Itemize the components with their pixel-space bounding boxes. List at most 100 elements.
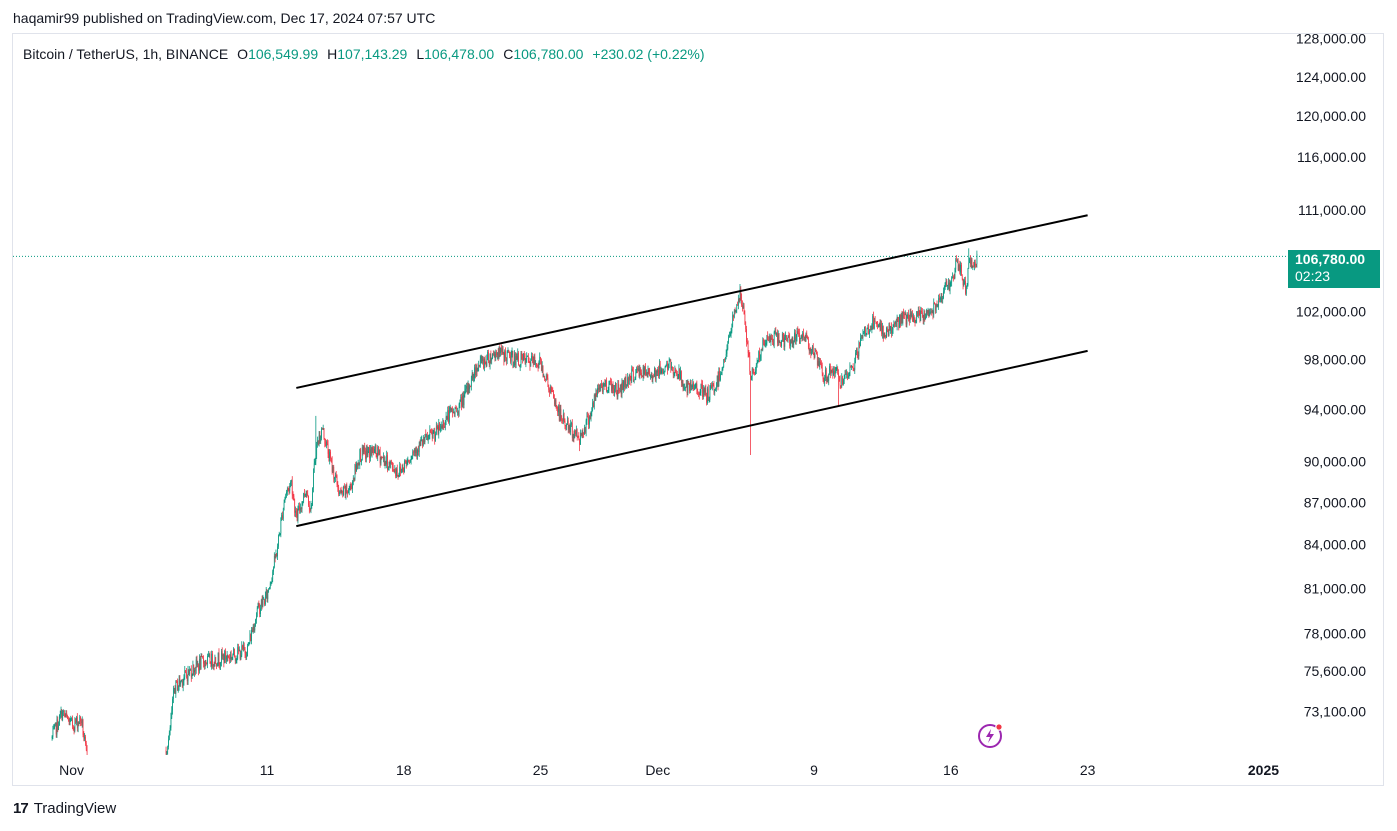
candle-body [567, 420, 569, 430]
candle-body [589, 416, 591, 419]
candle-body [246, 656, 248, 658]
candle-body [856, 349, 858, 356]
candle-body [419, 442, 421, 446]
candle-body [219, 664, 221, 666]
candle-body [573, 434, 575, 439]
candle-body [758, 351, 760, 362]
candle-body [863, 333, 865, 335]
candle-body [437, 426, 439, 434]
symbol-legend[interactable]: Bitcoin / TetherUS, 1h, BINANCE O 106,54… [23, 46, 705, 62]
candle-body [514, 353, 515, 366]
candle-body [778, 333, 780, 343]
candle-body [230, 654, 232, 660]
candle-body [685, 386, 686, 388]
candle-body [673, 373, 675, 375]
candle-body [416, 450, 418, 456]
candle-body [185, 670, 186, 673]
candle-body [714, 389, 716, 393]
channel-lower-line [296, 349, 1088, 528]
candle-body [242, 645, 243, 649]
candle-body [259, 604, 261, 615]
candle-body [200, 656, 202, 669]
candle-body [750, 371, 751, 380]
candle-body [296, 513, 298, 521]
candle-body [940, 297, 942, 300]
candle-body [361, 447, 363, 460]
candle-body [204, 660, 206, 667]
candle-body [351, 486, 353, 489]
candle-body [639, 369, 641, 377]
candle-body [280, 519, 282, 534]
candle-body [358, 462, 360, 465]
candle-body [550, 386, 552, 391]
candle-body [364, 446, 366, 451]
candle-body [755, 365, 757, 371]
candle-body [528, 359, 530, 363]
lightning-bolt-icon[interactable] [977, 722, 1003, 748]
candle-body [385, 461, 387, 464]
candle-body [974, 262, 975, 267]
candle-body [737, 304, 738, 306]
candle-body [681, 380, 683, 384]
x-tick-label: 2025 [1248, 762, 1279, 778]
candle-body [721, 369, 723, 373]
candle-body [737, 299, 739, 306]
candle-body [177, 686, 179, 691]
parallel-channel[interactable] [296, 214, 1088, 528]
candle-body [249, 634, 251, 643]
candle-body [353, 478, 355, 480]
candle-body [486, 359, 488, 366]
candle-body [505, 357, 507, 361]
chart-frame[interactable] [12, 33, 1384, 786]
candle-body [732, 315, 734, 326]
candle-body [213, 664, 215, 667]
candle-body [466, 386, 467, 389]
tradingview-logo[interactable]: 17 TradingView [13, 800, 116, 817]
candle-body [247, 645, 248, 657]
candle-body [431, 431, 432, 433]
candle-body [729, 335, 730, 337]
candle-body [458, 403, 460, 415]
candle-body [917, 311, 918, 317]
candle-body [466, 386, 468, 393]
candle-body [580, 432, 582, 436]
candle-body [436, 426, 438, 428]
candle-body [402, 467, 404, 471]
candle-body [711, 384, 713, 389]
candle-body [895, 321, 896, 324]
candle-body [625, 376, 627, 386]
candle-body [539, 356, 541, 365]
candle-body [75, 719, 77, 723]
candle-body [900, 315, 901, 325]
candle-body [558, 406, 560, 421]
candle-body [85, 743, 87, 750]
candle-body [928, 309, 930, 316]
candle-body [948, 282, 949, 285]
candle-body [376, 453, 378, 458]
candle-body [805, 333, 807, 342]
candle-body [179, 679, 181, 685]
candle-body [181, 679, 183, 687]
candle-body [451, 409, 453, 411]
candle-body [186, 672, 187, 676]
candle-body [411, 456, 413, 460]
candle-body [642, 367, 644, 377]
candle-body [319, 435, 321, 442]
candle-body [790, 339, 792, 344]
candle-body [281, 515, 283, 520]
candle-body [885, 337, 887, 338]
candle-body [187, 669, 189, 682]
candle-body [865, 334, 867, 335]
candle-body [825, 369, 826, 379]
candle-body [516, 356, 518, 360]
candle-body [698, 393, 699, 395]
candle-body [801, 335, 803, 339]
candle-body [687, 383, 689, 394]
candle-body [884, 333, 886, 338]
candle-body [910, 313, 912, 317]
candle-body [570, 424, 572, 433]
candle-body [483, 358, 484, 369]
candle-body [492, 353, 493, 359]
candle-body [635, 372, 637, 378]
